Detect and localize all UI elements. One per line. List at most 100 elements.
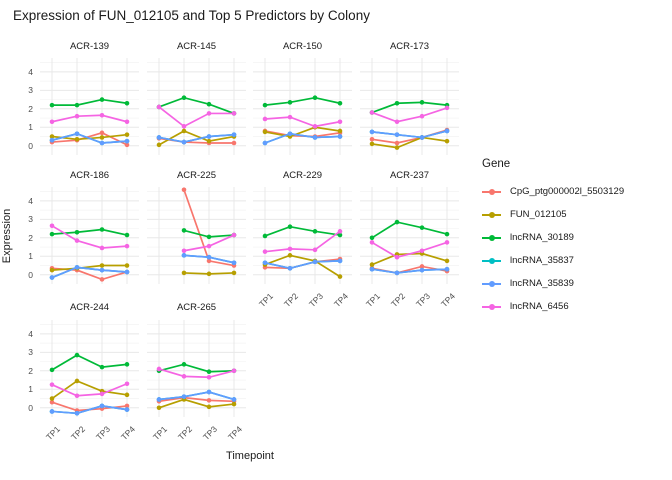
series-point-FUN_012105 [231, 270, 237, 276]
series-point-lncRNA_6456 [99, 112, 105, 118]
series-line-lncRNA_6456 [51, 224, 128, 249]
y-tick-label-row1: 2 [28, 103, 33, 114]
series-point-CpG_ptg000002l_5503129 [181, 187, 187, 193]
x-tick-label: TP1 [363, 291, 383, 310]
series-line-lncRNA_30189 [158, 363, 235, 373]
series-point-CpG_ptg000002l_5503129 [124, 403, 130, 409]
series-line-lncRNA_35839 [51, 405, 128, 415]
series-point-lncRNA_35839 [231, 397, 237, 402]
series-line-FUN_012105 [264, 126, 341, 138]
series-point-lncRNA_30189 [262, 233, 268, 239]
series-point-lncRNA_6456 [231, 368, 237, 374]
series-point-FUN_012105 [156, 142, 162, 148]
series-point-CpG_ptg000002l_5503129 [369, 136, 375, 142]
facet-strip-ACR-186: ACR-186 [69, 170, 110, 181]
y-tick-label-row2: 4 [28, 195, 33, 206]
series-line-lncRNA_35839 [264, 260, 341, 270]
series-point-lncRNA_35839 [49, 137, 55, 143]
series-point-lncRNA_30189 [99, 97, 105, 102]
legend-item-CpG_ptg000002l_5503129: CpG_ptg000002l_5503129 [482, 180, 667, 203]
series-point-lncRNA_6456 [337, 229, 343, 234]
series-point-lncRNA_6456 [206, 374, 212, 380]
series-point-lncRNA_30189 [74, 102, 80, 108]
series-point-lncRNA_35839 [312, 259, 318, 265]
facet-panel-ACR-150 [253, 58, 352, 155]
x-tick-label: TP2 [281, 291, 301, 310]
series-point-lncRNA_6456 [49, 382, 55, 387]
series-point-FUN_012105 [444, 138, 450, 144]
series-point-lncRNA_30189 [419, 225, 425, 230]
series-point-lncRNA_6456 [231, 232, 237, 238]
series-point-lncRNA_30189 [312, 229, 318, 234]
facet-strip-ACR-229: ACR-229 [282, 170, 323, 181]
series-line-lncRNA_35839 [158, 391, 235, 401]
series-point-FUN_012105 [337, 274, 343, 279]
x-axis-title: Timepoint [226, 450, 274, 462]
series-line-FUN_012105 [158, 130, 235, 146]
series-point-FUN_012105 [262, 129, 268, 135]
series-point-lncRNA_6456 [49, 223, 55, 229]
series-line-FUN_012105 [264, 254, 341, 278]
series-point-FUN_012105 [231, 401, 237, 407]
series-line-lncRNA_6456 [51, 114, 128, 123]
series-line-lncRNA_30189 [51, 354, 128, 371]
series-point-lncRNA_30189 [337, 100, 343, 106]
legend-label: CpG_ptg000002l_5503129 [510, 186, 625, 197]
series-point-FUN_012105 [337, 128, 343, 134]
series-point-lncRNA_6456 [369, 110, 375, 115]
series-point-FUN_012105 [74, 378, 80, 384]
x-tick-label: TP4 [331, 291, 351, 310]
series-point-lncRNA_6456 [124, 119, 130, 125]
chart-title: Expression of FUN_012105 and Top 5 Predi… [13, 8, 370, 23]
series-point-FUN_012105 [369, 141, 375, 147]
series-point-FUN_012105 [99, 263, 105, 268]
series-point-lncRNA_6456 [231, 111, 237, 116]
series-line-CpG_ptg000002l_5503129 [158, 396, 235, 403]
series-point-lncRNA_6456 [99, 245, 105, 251]
y-tick-label-row2: 1 [28, 251, 33, 262]
series-point-lncRNA_6456 [156, 366, 162, 372]
series-point-lncRNA_30189 [181, 95, 187, 101]
series-point-lncRNA_6456 [181, 374, 187, 379]
series-point-FUN_012105 [394, 145, 400, 150]
series-point-lncRNA_6456 [312, 124, 318, 129]
y-tick-label-row2: 2 [28, 232, 33, 243]
series-point-lncRNA_6456 [444, 105, 450, 111]
legend-key-dot [488, 303, 495, 310]
series-point-FUN_012105 [206, 404, 212, 410]
series-point-lncRNA_30189 [99, 364, 105, 370]
y-tick-label-row3: 0 [28, 402, 33, 413]
x-tick-label: TP3 [306, 291, 326, 310]
series-point-lncRNA_30189 [99, 227, 105, 232]
series-point-CpG_ptg000002l_5503129 [206, 398, 212, 403]
series-point-lncRNA_35839 [206, 389, 212, 395]
y-tick-label-row1: 3 [28, 85, 33, 96]
x-tick-label: TP1 [256, 291, 276, 310]
series-point-lncRNA_30189 [394, 100, 400, 106]
series-line-lncRNA_35839 [158, 133, 235, 143]
legend-key-dot [488, 257, 495, 264]
series-line-lncRNA_35839 [51, 266, 128, 279]
series-point-lncRNA_35839 [231, 132, 237, 137]
y-tick-label-row3: 1 [28, 384, 33, 395]
series-point-lncRNA_35839 [206, 134, 212, 139]
series-point-lncRNA_6456 [99, 391, 105, 397]
series-point-lncRNA_35839 [206, 254, 212, 260]
series-point-lncRNA_35839 [99, 140, 105, 146]
x-tick-label: TP1 [43, 424, 63, 443]
series-point-lncRNA_30189 [206, 234, 212, 240]
legend-items: CpG_ptg000002l_5503129 FUN_012105 lncRNA_3… [482, 180, 667, 318]
legend-title: Gene [482, 158, 511, 170]
series-point-lncRNA_35839 [181, 253, 187, 258]
series-point-FUN_012105 [49, 134, 55, 139]
series-line-lncRNA_6456 [371, 107, 448, 123]
series-point-lncRNA_35839 [337, 134, 343, 139]
series-line-CpG_ptg000002l_5503129 [51, 131, 128, 146]
series-point-lncRNA_30189 [206, 369, 212, 375]
series-point-lncRNA_30189 [124, 232, 130, 238]
series-point-lncRNA_6456 [49, 119, 55, 125]
series-point-lncRNA_35839 [287, 131, 293, 137]
facet-panel-ACR-225 [147, 187, 246, 284]
legend: Gene CpG_ptg000002l_5503129 FUN_012105 lnc… [482, 158, 667, 318]
